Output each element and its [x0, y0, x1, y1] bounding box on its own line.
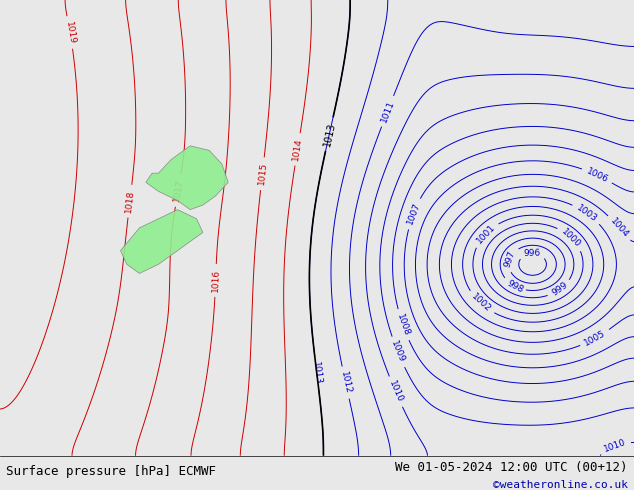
Text: 1010: 1010	[602, 438, 627, 454]
Text: 1019: 1019	[63, 21, 76, 45]
Text: 1002: 1002	[469, 292, 493, 314]
Text: 1013: 1013	[322, 121, 337, 147]
Text: 998: 998	[505, 278, 525, 294]
Text: We 01-05-2024 12:00 UTC (00+12): We 01-05-2024 12:00 UTC (00+12)	[395, 461, 628, 474]
Text: 1016: 1016	[210, 269, 221, 292]
Text: 997: 997	[503, 249, 517, 269]
Text: 996: 996	[524, 248, 541, 258]
Text: 1014: 1014	[292, 137, 304, 161]
Text: ©weatheronline.co.uk: ©weatheronline.co.uk	[493, 480, 628, 490]
Text: 1010: 1010	[387, 379, 404, 404]
Text: 1001: 1001	[474, 222, 496, 245]
Text: 1009: 1009	[389, 340, 406, 365]
Polygon shape	[120, 210, 203, 273]
Text: 1012: 1012	[339, 370, 353, 394]
Text: 1006: 1006	[585, 166, 609, 184]
Text: 1018: 1018	[124, 189, 136, 213]
Text: Surface pressure [hPa] ECMWF: Surface pressure [hPa] ECMWF	[6, 465, 216, 478]
Polygon shape	[146, 146, 228, 210]
Text: 1015: 1015	[257, 162, 268, 186]
Text: 1011: 1011	[379, 99, 396, 123]
Text: 1017: 1017	[172, 178, 184, 202]
Text: 1000: 1000	[560, 226, 583, 249]
Text: 1003: 1003	[575, 203, 598, 224]
Text: 1004: 1004	[608, 217, 630, 240]
Text: 999: 999	[550, 281, 569, 298]
Text: 1013: 1013	[311, 362, 323, 385]
Text: 1008: 1008	[395, 313, 411, 337]
Text: 1007: 1007	[405, 201, 422, 226]
Text: 1005: 1005	[583, 329, 607, 348]
